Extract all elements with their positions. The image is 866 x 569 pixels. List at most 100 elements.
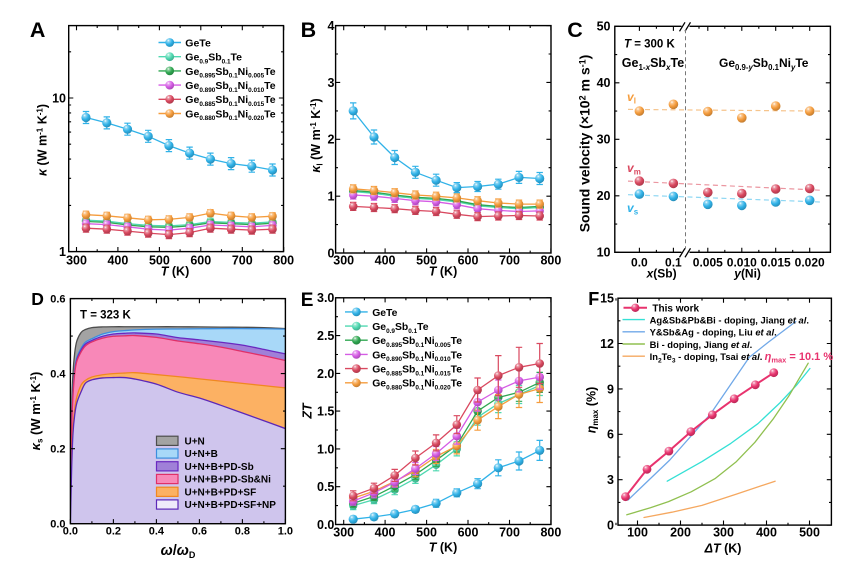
svg-text:0.4: 0.4 [149, 526, 165, 538]
svg-text:y(Ni): y(Ni) [733, 267, 761, 281]
svg-text:400: 400 [107, 254, 128, 268]
svg-text:Bi - doping, Jiang et al.: Bi - doping, Jiang et al. [650, 339, 753, 350]
svg-text:0: 0 [327, 246, 334, 260]
svg-text:400: 400 [756, 526, 777, 540]
svg-text:ηmax = 10.1 %: ηmax = 10.1 % [765, 351, 834, 365]
svg-text:1.0: 1.0 [278, 526, 293, 538]
svg-text:400: 400 [375, 254, 396, 268]
svg-text:500: 500 [799, 526, 820, 540]
svg-text:50: 50 [597, 20, 611, 34]
svg-text:Ge0.885Sb0.1Ni0.015Te: Ge0.885Sb0.1Ni0.015Te [185, 94, 275, 108]
svg-text:300: 300 [66, 254, 87, 268]
svg-text:600: 600 [458, 526, 479, 540]
svg-text:1: 1 [59, 245, 66, 259]
svg-text:500: 500 [149, 254, 170, 268]
svg-text:F: F [588, 289, 599, 309]
svg-text:0.0: 0.0 [63, 526, 78, 538]
svg-text:T (K): T (K) [161, 265, 189, 279]
svg-text:3: 3 [607, 473, 614, 487]
svg-text:0.5: 0.5 [317, 480, 334, 494]
svg-text:0.2: 0.2 [106, 526, 121, 538]
svg-text:B: B [301, 18, 317, 42]
svg-text:700: 700 [499, 526, 520, 540]
svg-text:12: 12 [600, 337, 614, 351]
svg-text:C: C [567, 18, 583, 42]
svg-text:T = 323 K: T = 323 K [80, 310, 132, 322]
svg-text:κ (W m-1 K-1): κ (W m-1 K-1) [36, 104, 50, 176]
svg-text:6: 6 [607, 428, 614, 442]
svg-text:30: 30 [597, 133, 611, 147]
svg-text:4: 4 [327, 19, 334, 33]
svg-text:700: 700 [499, 254, 520, 268]
svg-text:D: D [31, 289, 44, 309]
svg-text:U+N: U+N [185, 436, 205, 447]
svg-text:Ge0.890Sb0.1Ni0.010Te: Ge0.890Sb0.1Ni0.010Te [185, 80, 275, 94]
svg-text:T (K): T (K) [429, 265, 457, 279]
svg-text:Ge0.895Sb0.1Ni0.005Te: Ge0.895Sb0.1Ni0.005Te [372, 336, 462, 349]
svg-text:500: 500 [416, 526, 437, 540]
svg-text:0: 0 [607, 519, 614, 533]
svg-text:2.5: 2.5 [317, 329, 334, 343]
svg-text:10: 10 [597, 246, 611, 260]
svg-text:40: 40 [597, 76, 611, 90]
svg-text:100: 100 [627, 526, 648, 540]
svg-text:GeTe: GeTe [372, 308, 397, 319]
svg-text:0.005: 0.005 [693, 256, 723, 270]
svg-text:800: 800 [540, 526, 561, 540]
svg-text:800: 800 [540, 254, 561, 268]
svg-text:ηmax (%): ηmax (%) [585, 387, 601, 434]
svg-text:U+N+B+PD+SF+NP: U+N+B+PD+SF+NP [185, 500, 277, 511]
svg-text:T = 300 K: T = 300 K [624, 39, 676, 51]
svg-text:600: 600 [190, 254, 211, 268]
svg-text:300: 300 [713, 526, 734, 540]
svg-text:U+N+B+PD-Sb&Ni: U+N+B+PD-Sb&Ni [185, 475, 272, 486]
svg-text:10: 10 [52, 91, 66, 105]
svg-text:vl: vl [627, 90, 636, 106]
svg-text:3: 3 [327, 76, 334, 90]
svg-text:600: 600 [458, 254, 479, 268]
svg-text:0.0: 0.0 [50, 519, 65, 531]
svg-text:0.4: 0.4 [50, 368, 66, 380]
svg-text:In2Te3 - doping, Tsai et al.: In2Te3 - doping, Tsai et al. [650, 351, 763, 365]
svg-text:800: 800 [273, 254, 294, 268]
svg-text:0.6: 0.6 [192, 526, 207, 538]
svg-text:ω/ωD: ω/ωD [161, 543, 196, 560]
svg-text:GeTe: GeTe [185, 37, 211, 49]
svg-text:Ge0.9Sb0.1Te: Ge0.9Sb0.1Te [372, 322, 429, 335]
svg-text:Ge0.895Sb0.1Ni0.005Te: Ge0.895Sb0.1Ni0.005Te [185, 66, 275, 80]
svg-text:Ge0.9-ySb0.1NiyTe: Ge0.9-ySb0.1NiyTe [719, 56, 809, 72]
svg-text:κs (W m-1 K-1): κs (W m-1 K-1) [28, 372, 45, 451]
svg-text:0.2: 0.2 [50, 444, 65, 456]
svg-text:Y&Sb&Ag - doping, Liu et al.: Y&Sb&Ag - doping, Liu et al. [650, 327, 777, 338]
svg-text:20: 20 [597, 189, 611, 203]
svg-text:Ge0.890Sb0.1Ni0.010Te: Ge0.890Sb0.1Ni0.010Te [372, 350, 462, 363]
svg-text:U+N+B+PD+SF: U+N+B+PD+SF [185, 487, 257, 498]
svg-text:300: 300 [333, 254, 354, 268]
svg-text:vs: vs [627, 201, 639, 217]
svg-text:1: 1 [327, 190, 334, 204]
svg-text:E: E [301, 290, 314, 311]
svg-text:2.0: 2.0 [317, 367, 334, 381]
svg-text:0.6: 0.6 [50, 293, 65, 305]
svg-text:Ag&Sb&Pb&Bi - doping, Jiang et: Ag&Sb&Pb&Bi - doping, Jiang et al. [650, 315, 809, 326]
svg-text:1.0: 1.0 [317, 442, 334, 456]
svg-text:Sound velocity (×102 m s-1): Sound velocity (×102 m s-1) [577, 55, 593, 233]
svg-text:15: 15 [600, 292, 614, 306]
svg-text:1.5: 1.5 [317, 405, 334, 419]
svg-text:500: 500 [416, 254, 437, 268]
svg-text:This work: This work [652, 303, 699, 314]
svg-text:ΔT (K): ΔT (K) [704, 542, 742, 556]
svg-text:400: 400 [375, 526, 396, 540]
svg-text:U+N+B: U+N+B [185, 449, 218, 460]
svg-text:0.020: 0.020 [795, 256, 825, 270]
svg-text:U+N+B+PD-Sb: U+N+B+PD-Sb [185, 462, 254, 473]
svg-text:A: A [30, 18, 46, 42]
svg-text:9: 9 [607, 382, 614, 396]
svg-text:0.0: 0.0 [317, 518, 334, 532]
svg-text:0.010: 0.010 [727, 256, 757, 270]
svg-text:200: 200 [670, 526, 691, 540]
svg-text:0.1: 0.1 [665, 256, 682, 270]
svg-text:0.8: 0.8 [235, 526, 250, 538]
svg-text:T (K): T (K) [429, 541, 457, 555]
svg-text:700: 700 [232, 254, 253, 268]
